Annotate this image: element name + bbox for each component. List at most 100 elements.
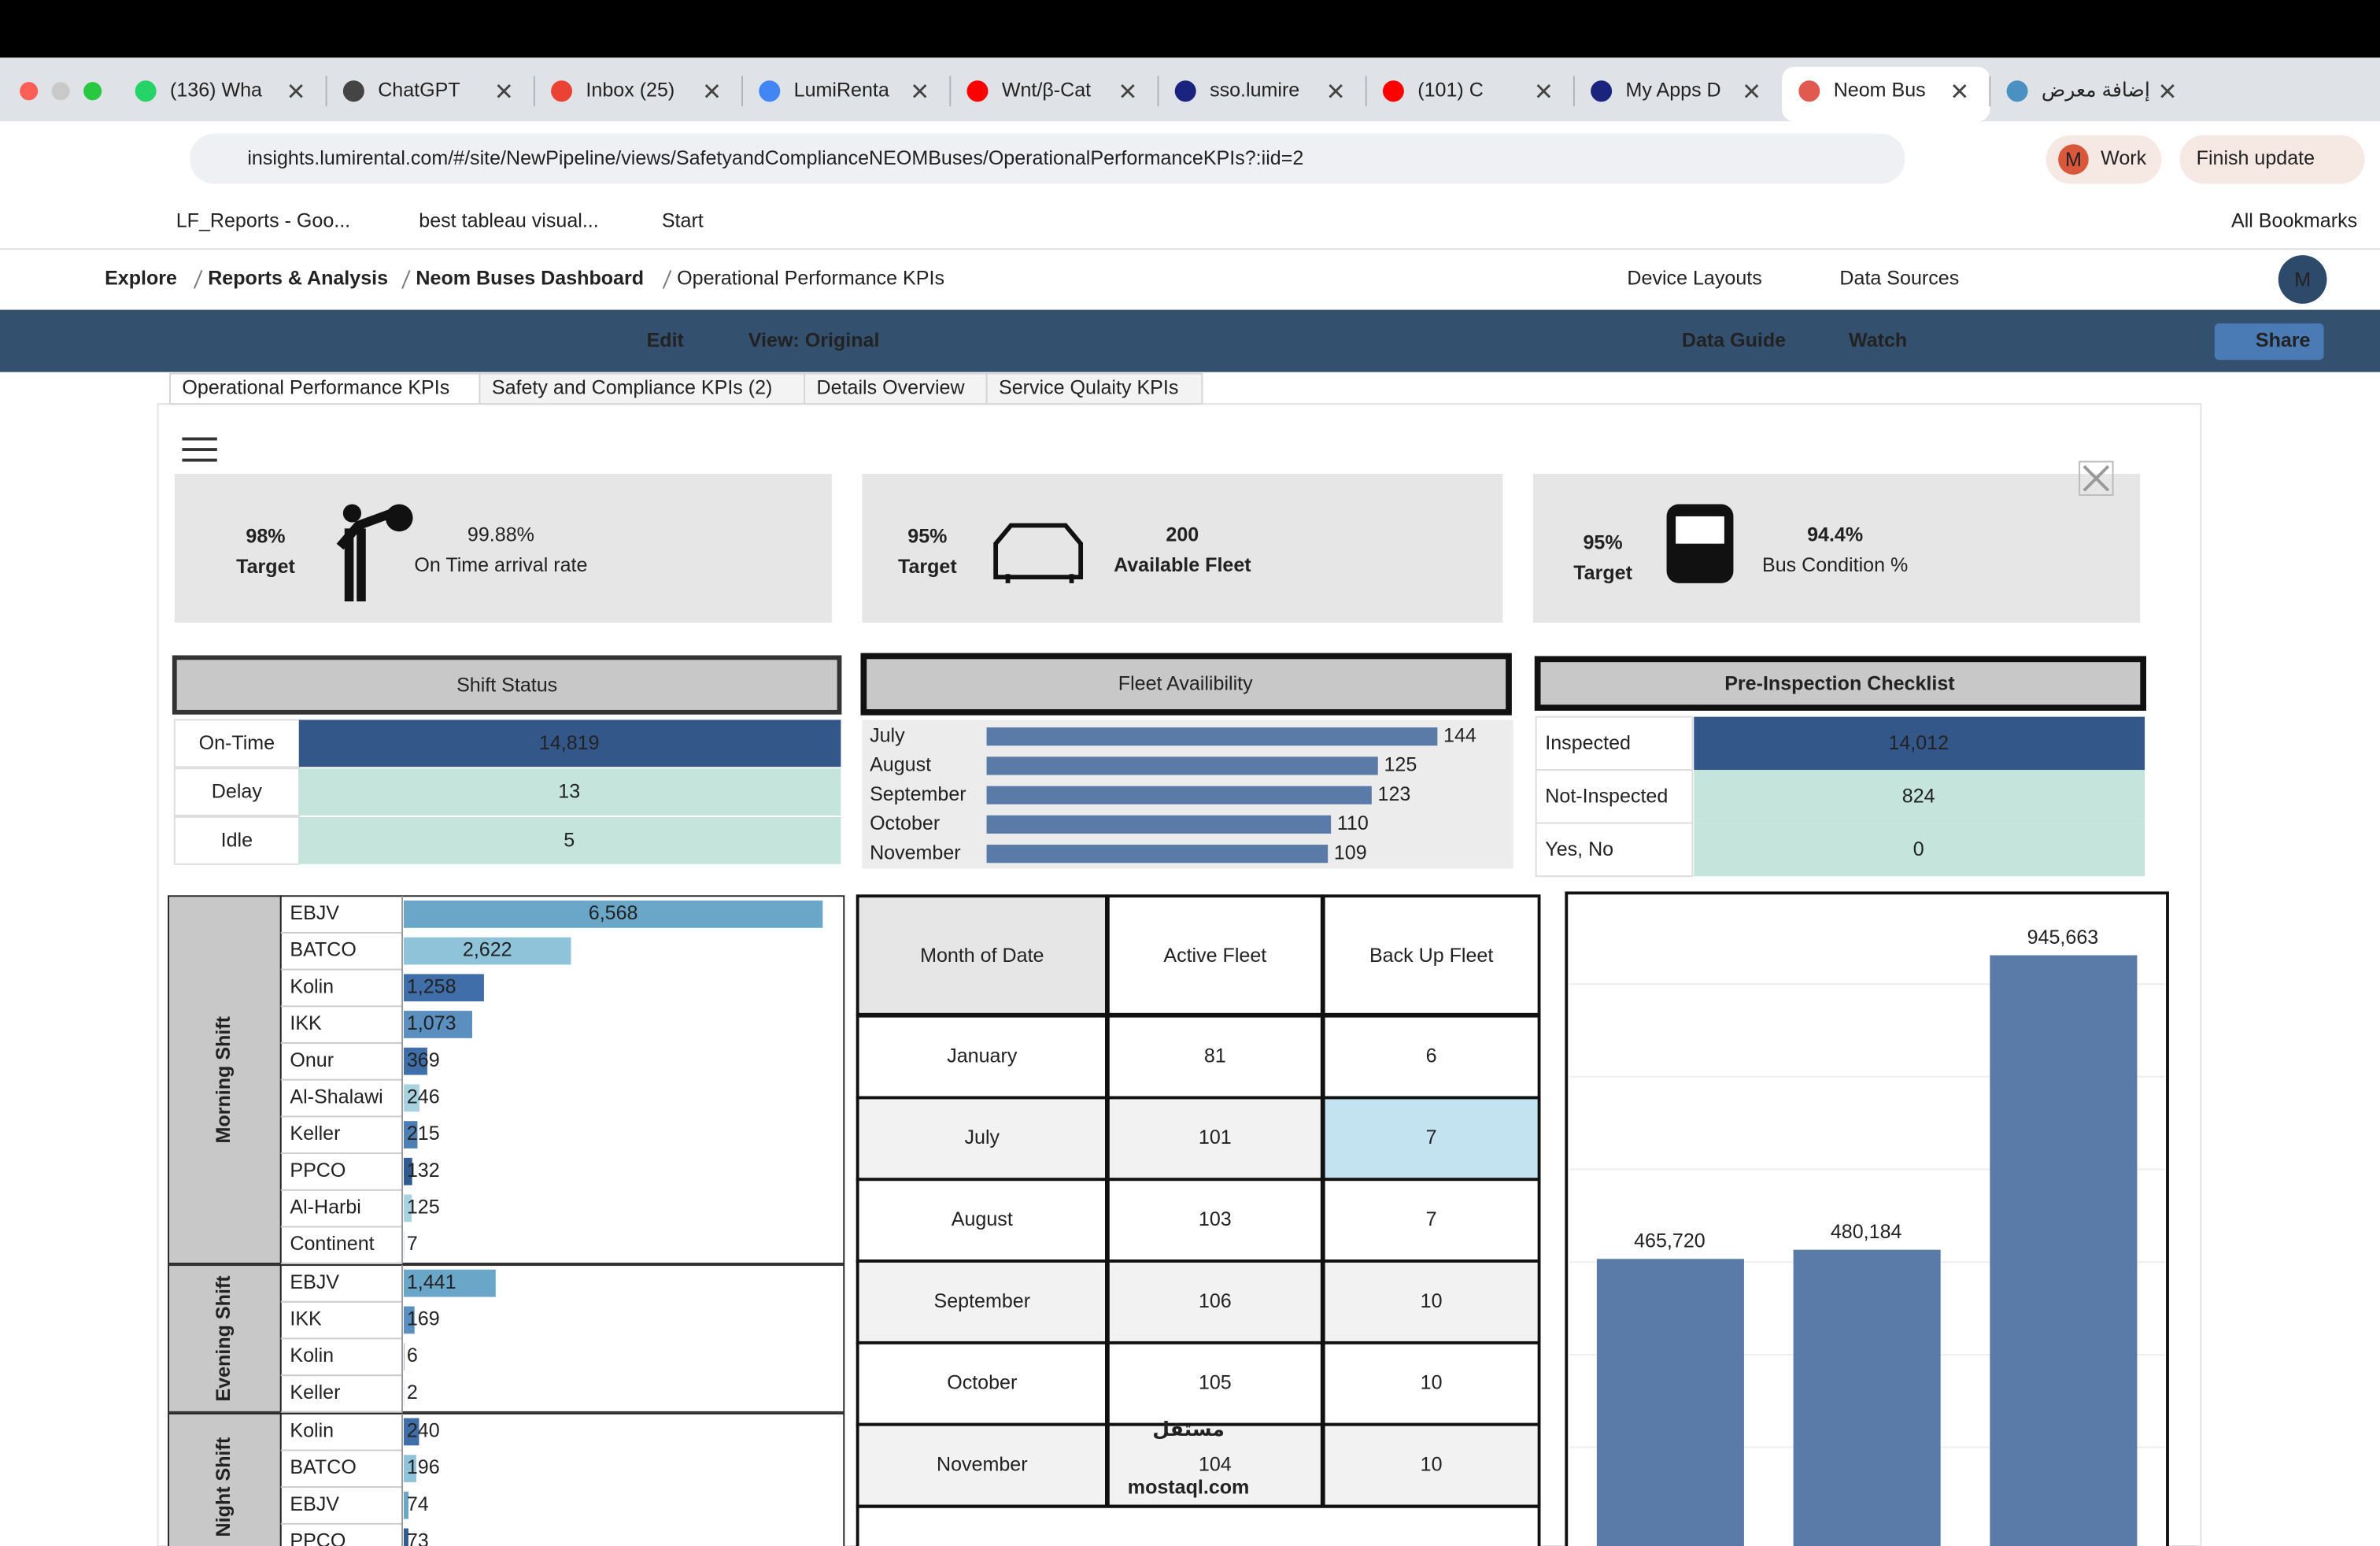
- watermark: mostaql.com: [1128, 1476, 1250, 1498]
- header-cell: [1321, 894, 1541, 1016]
- breadcrumb[interactable]: Explore: [105, 268, 177, 290]
- row-label: Inspected: [1545, 732, 1631, 754]
- tab-title[interactable]: Wnt/β-Cat: [1002, 79, 1091, 101]
- bar: [404, 1121, 418, 1148]
- sheet-tab[interactable]: Details Overview: [817, 377, 966, 399]
- tab-close[interactable]: [1953, 84, 1967, 98]
- car-icon: [993, 523, 1084, 583]
- operator-name: PPCO: [290, 1530, 346, 1546]
- tab-close[interactable]: [1121, 84, 1135, 98]
- bar-category: November: [870, 841, 961, 864]
- tab-close[interactable]: [2160, 84, 2175, 98]
- update-button[interactable]: Finish update: [2197, 147, 2315, 169]
- bar-value: 6,568: [589, 902, 638, 924]
- close-overlay[interactable]: [2082, 464, 2110, 492]
- tab-title[interactable]: My Apps D: [1626, 79, 1721, 101]
- row-value-bg: [1694, 770, 2145, 823]
- bar: [404, 901, 823, 928]
- bar-value: 945,663: [2027, 926, 2099, 949]
- row-value: 5: [564, 829, 575, 851]
- tab-title[interactable]: LumiRenta: [794, 79, 889, 101]
- operator-name: Kolin: [290, 975, 334, 997]
- table-cell: [1321, 1422, 1541, 1508]
- address-bar[interactable]: [190, 133, 1905, 184]
- table-cell: [1321, 1096, 1541, 1182]
- operator-name: EBJV: [290, 1493, 339, 1515]
- close-window[interactable]: [20, 82, 39, 101]
- cell-text: 103: [1199, 1208, 1232, 1230]
- bar-value: 215: [407, 1123, 440, 1145]
- header-link[interactable]: Device Layouts: [1627, 268, 1761, 290]
- tab-title[interactable]: Inbox (25): [586, 79, 674, 101]
- shift-label: Evening Shift: [213, 1275, 235, 1402]
- tab-title[interactable]: ChatGPT: [378, 79, 460, 101]
- bar-value: 74: [407, 1493, 429, 1515]
- toolbar-button[interactable]: Edit: [647, 330, 685, 352]
- bar: [986, 815, 1332, 834]
- table-cell: [856, 1341, 1108, 1426]
- operator-name: EBJV: [290, 902, 339, 924]
- bus-window: [1676, 516, 1724, 544]
- bar: [986, 756, 1378, 775]
- table-cell: [1321, 1014, 1541, 1100]
- bar-value: 123: [1378, 783, 1411, 805]
- breadcrumb: Operational Performance KPIs: [677, 268, 944, 290]
- tab-close[interactable]: [289, 84, 303, 98]
- tab-close[interactable]: [912, 84, 927, 98]
- tab-favicon: [966, 80, 989, 102]
- sheet-tab[interactable]: Safety and Compliance KPIs (2): [492, 377, 773, 399]
- zoom-window[interactable]: [83, 82, 102, 101]
- row-value: 13: [558, 781, 580, 803]
- bar-value: 125: [1384, 754, 1417, 776]
- minimize-window[interactable]: [51, 82, 70, 101]
- tab-title[interactable]: (136) Wha: [170, 79, 262, 101]
- toolbar-button[interactable]: View: Original: [748, 330, 880, 352]
- sheet-tab[interactable]: Service Qulaity KPIs: [999, 377, 1178, 399]
- tab-title[interactable]: sso.lumire: [1210, 79, 1299, 101]
- sheet-tab[interactable]: Operational Performance KPIs: [182, 377, 449, 399]
- profile-name[interactable]: Work: [2101, 147, 2146, 169]
- share-button[interactable]: [2214, 323, 2324, 361]
- bar-category: September: [870, 783, 966, 805]
- tab-title[interactable]: إضافة معرض: [2042, 79, 2150, 102]
- bookmark[interactable]: Start: [662, 209, 704, 231]
- menu-icon[interactable]: [182, 437, 217, 462]
- tab-close[interactable]: [1329, 84, 1343, 98]
- tab-close[interactable]: [1744, 84, 1759, 98]
- bar-value: 1,073: [407, 1012, 456, 1034]
- tab-close[interactable]: [1536, 84, 1551, 98]
- header-cell: [1106, 894, 1324, 1016]
- tab-close[interactable]: [497, 84, 512, 98]
- toolbar-button[interactable]: Data Guide: [1682, 330, 1786, 352]
- toolbar-button[interactable]: Watch: [1849, 330, 1907, 352]
- bar-value: 1,441: [407, 1271, 456, 1293]
- breadcrumb[interactable]: Neom Buses Dashboard: [416, 268, 644, 290]
- breadcrumb[interactable]: Reports & Analysis: [208, 268, 388, 290]
- section-title-bg: [172, 655, 842, 715]
- all-bookmarks[interactable]: All Bookmarks: [2231, 209, 2357, 231]
- bar: [404, 1455, 416, 1482]
- bar-value: 132: [407, 1160, 440, 1182]
- tab-title[interactable]: (101) C: [1417, 79, 1484, 101]
- kpi-target-label: Target: [1573, 562, 1632, 584]
- tab-title[interactable]: Neom Bus: [1834, 79, 1926, 101]
- person-icon: [336, 509, 394, 601]
- table-cell: [1106, 1422, 1324, 1508]
- bookmark[interactable]: LF_Reports - Goo...: [176, 209, 350, 231]
- bar: [404, 1157, 412, 1185]
- tab-close[interactable]: [704, 84, 719, 98]
- bar: [1793, 1249, 1941, 1546]
- toolbar-button[interactable]: Share: [2256, 330, 2311, 352]
- bookmark[interactable]: best tableau visual...: [419, 209, 598, 231]
- header-link[interactable]: Data Sources: [1839, 268, 1959, 290]
- kpi-target: 98%: [246, 526, 285, 548]
- cell-text: November: [937, 1453, 1028, 1475]
- operator-name: Al-Shalawi: [290, 1086, 382, 1108]
- cell-text: 106: [1199, 1290, 1232, 1312]
- header-text: Back Up Fleet: [1369, 945, 1493, 967]
- bar: [404, 937, 571, 965]
- cell-text: 6: [1426, 1045, 1437, 1067]
- table-cell: [1321, 1178, 1541, 1263]
